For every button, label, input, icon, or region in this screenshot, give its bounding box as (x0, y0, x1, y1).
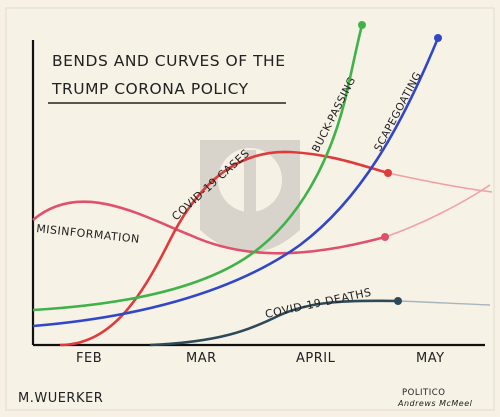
covid-cases-curve (59, 150, 389, 347)
month-label-mar: MAR (186, 351, 217, 366)
covid-cases-end-dot (384, 169, 392, 177)
credit-andrews-mcmeel: Andrews McMeel (397, 399, 473, 408)
credit-politico: POLITICO (402, 388, 445, 398)
covid-deaths-curve-projection (397, 300, 491, 306)
covid-cases-curve-projection (387, 172, 493, 193)
buck-passing-curve (32, 24, 364, 312)
misinformation-curve-projection (384, 184, 491, 238)
scapegoating-curve (32, 37, 440, 328)
month-label-feb: FEB (76, 351, 102, 366)
buck-passing-end-dot (358, 21, 366, 29)
month-label-may: MAY (416, 351, 445, 366)
month-label-april: APRIL (296, 351, 336, 366)
cartoon-title-line1: BENDS AND CURVES OF THE (52, 52, 286, 70)
cartoon-title-line2: TRUMP CORONA POLICY (51, 80, 249, 98)
signature: M.WUERKER (18, 391, 103, 406)
misinformation-curve (32, 200, 386, 255)
politico-watermark (200, 140, 300, 253)
covid-deaths-end-dot (394, 297, 402, 305)
scapegoating-end-dot (434, 34, 442, 42)
covid-deaths-curve (149, 299, 399, 347)
misinformation-end-dot (381, 233, 389, 241)
paper-background (5, 7, 495, 411)
